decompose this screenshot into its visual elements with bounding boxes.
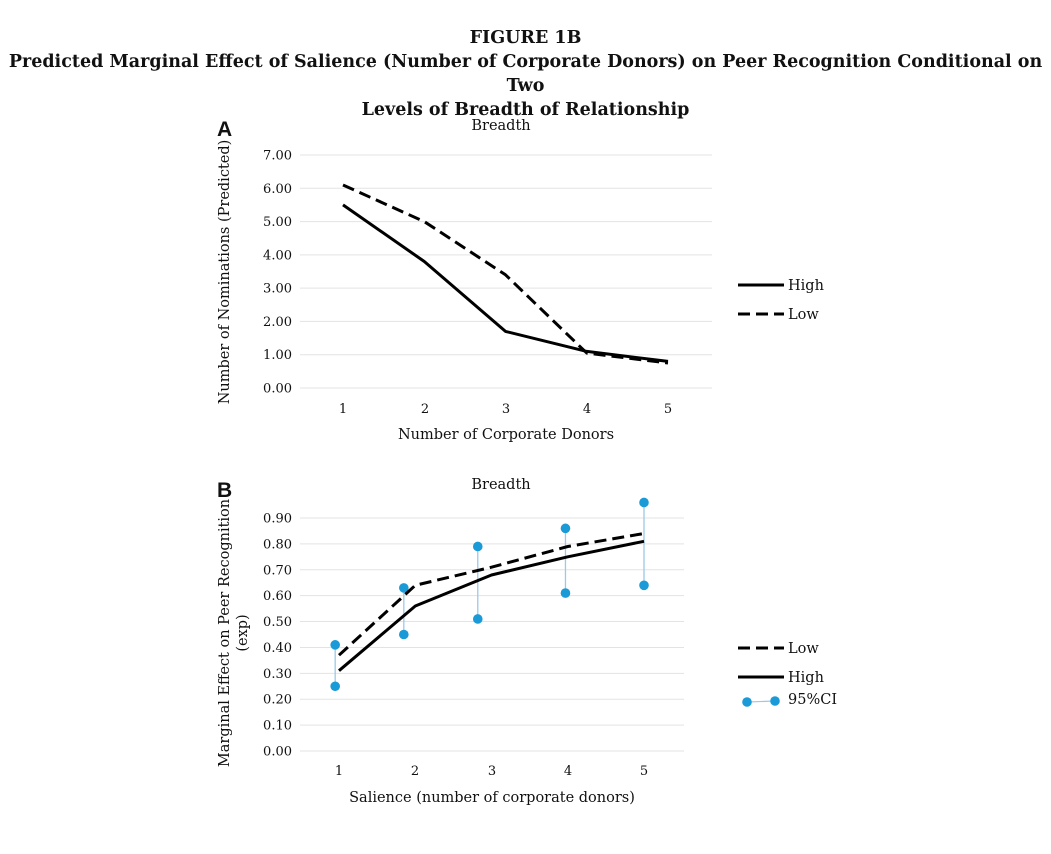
series-line-high — [338, 539, 645, 672]
panel-a-x-tick-label: 4 — [583, 402, 591, 417]
panel-a-x-ticks: 1 2 3 4 5 — [339, 402, 672, 417]
panel-a-x-tick-label: 3 — [502, 402, 510, 417]
panel-b-x-tick-label: 3 — [488, 764, 496, 779]
panel-b-y-tick-label: 0.90 — [263, 512, 292, 527]
figure-header: FIGURE 1B Predicted Marginal Effect of S… — [0, 26, 1051, 122]
legend-b-ci-swatch-dot-right — [770, 696, 780, 706]
panel-b-x-tick-label: 5 — [640, 764, 648, 779]
panel-a-x-tick-label: 1 — [339, 402, 347, 417]
figure-title-line-1: Predicted Marginal Effect of Salience (N… — [8, 52, 1043, 96]
ci-upper-point — [472, 541, 483, 552]
ci-upper-point — [560, 523, 571, 534]
panel-b-x-axis-title: Salience (number of corporate donors) — [349, 790, 635, 806]
ci-lower-point — [399, 629, 409, 640]
panel-a-y-ticks: 0.00 1.00 2.00 3.00 4.00 5.00 6.00 7.00 — [263, 149, 292, 397]
panel-a-series — [342, 183, 669, 365]
panel-b-confidence-intervals — [330, 497, 649, 692]
ci-upper-point — [639, 497, 649, 508]
panel-b-x-tick-label: 4 — [564, 764, 572, 779]
panel-b-y-tick-label: 0.50 — [263, 615, 292, 630]
ci-lower-point — [560, 588, 571, 598]
legend-b-ci-label: 95%CI — [788, 692, 837, 708]
figure-label: FIGURE 1B — [469, 28, 582, 48]
ci-lower-point — [472, 614, 483, 624]
ci-upper-point — [399, 583, 409, 593]
series-line-high — [342, 203, 669, 363]
ci-lower-point — [639, 580, 649, 591]
panel-a-y-tick-label: 1.00 — [263, 348, 292, 363]
panel-a-legend: High Low — [738, 278, 824, 323]
panel-a-letter: A — [217, 118, 232, 141]
legend-a-high-label: High — [788, 278, 824, 294]
panel-b-y-tick-label: 0.00 — [263, 745, 292, 760]
panel-b-series — [337, 532, 645, 672]
panel-b: B Breadth 0.000.100.200.300.400.500.600.… — [217, 477, 837, 806]
panel-b-letter: B — [217, 479, 232, 502]
figure-title-line-2: Levels of Breadth of Relationship — [361, 100, 690, 120]
panel-b-x-ticks: 1 2 3 4 5 — [335, 764, 648, 779]
panel-b-x-tick-label: 1 — [335, 764, 343, 779]
panel-a-y-tick-label: 3.00 — [263, 282, 292, 297]
panel-b-y-tick-label: 0.40 — [263, 641, 292, 656]
panel-b-subtitle: Breadth — [471, 477, 530, 493]
panel-a-y-tick-label: 0.00 — [263, 382, 292, 397]
series-line-low — [342, 183, 669, 365]
panel-b-y-axis-title-line-2: (exp) — [235, 614, 251, 651]
legend-a-low-label: Low — [788, 307, 819, 323]
panel-b-y-tick-label: 0.70 — [263, 563, 292, 578]
panel-b-x-tick-label: 2 — [411, 764, 419, 779]
panel-b-y-axis-title-line-1: Marginal Effect on Peer Recognition — [217, 499, 233, 767]
panel-a-x-tick-label: 2 — [421, 402, 429, 417]
panel-b-y-tick-label: 0.30 — [263, 667, 292, 682]
panel-a-y-tick-label: 6.00 — [263, 182, 292, 197]
panel-a-x-tick-label: 5 — [664, 402, 672, 417]
panel-b-y-ticks: 0.00 0.10 0.20 0.30 0.40 0.50 0.60 0.70 0.80 0.90 — [263, 512, 292, 760]
panel-a-gridlines — [300, 154, 712, 389]
panel-a-y-tick-label: 5.00 — [263, 215, 292, 230]
panel-b-y-tick-label: 0.60 — [263, 589, 292, 604]
panel-a-x-axis-title: Number of Corporate Donors — [398, 427, 614, 443]
panel-b-gridlines — [300, 517, 684, 752]
ci-lower-point — [330, 681, 340, 692]
legend-b-high-label: High — [788, 670, 824, 686]
panel-a-subtitle: Breadth — [471, 118, 530, 134]
panel-b-y-tick-label: 0.10 — [263, 719, 292, 734]
panel-a-y-tick-label: 4.00 — [263, 248, 292, 263]
panel-b-legend: Low High 95%CI — [738, 641, 837, 708]
panel-a: A Breadth 0.00 1.00 2.00 3.00 4.00 5.00 6.00 7.… — [217, 118, 824, 443]
legend-b-low-label: Low — [788, 641, 819, 657]
legend-b-ci-swatch-dot-left — [742, 697, 752, 707]
ci-upper-point — [330, 640, 340, 650]
series-line-low — [337, 532, 645, 657]
panel-b-y-tick-label: 0.20 — [263, 693, 292, 708]
panel-b-y-tick-label: 0.80 — [263, 537, 292, 552]
panel-a-y-tick-label: 7.00 — [263, 149, 292, 164]
panel-a-y-axis-title: Number of Nominations (Predicted) — [217, 140, 233, 405]
panel-a-y-tick-label: 2.00 — [263, 315, 292, 330]
